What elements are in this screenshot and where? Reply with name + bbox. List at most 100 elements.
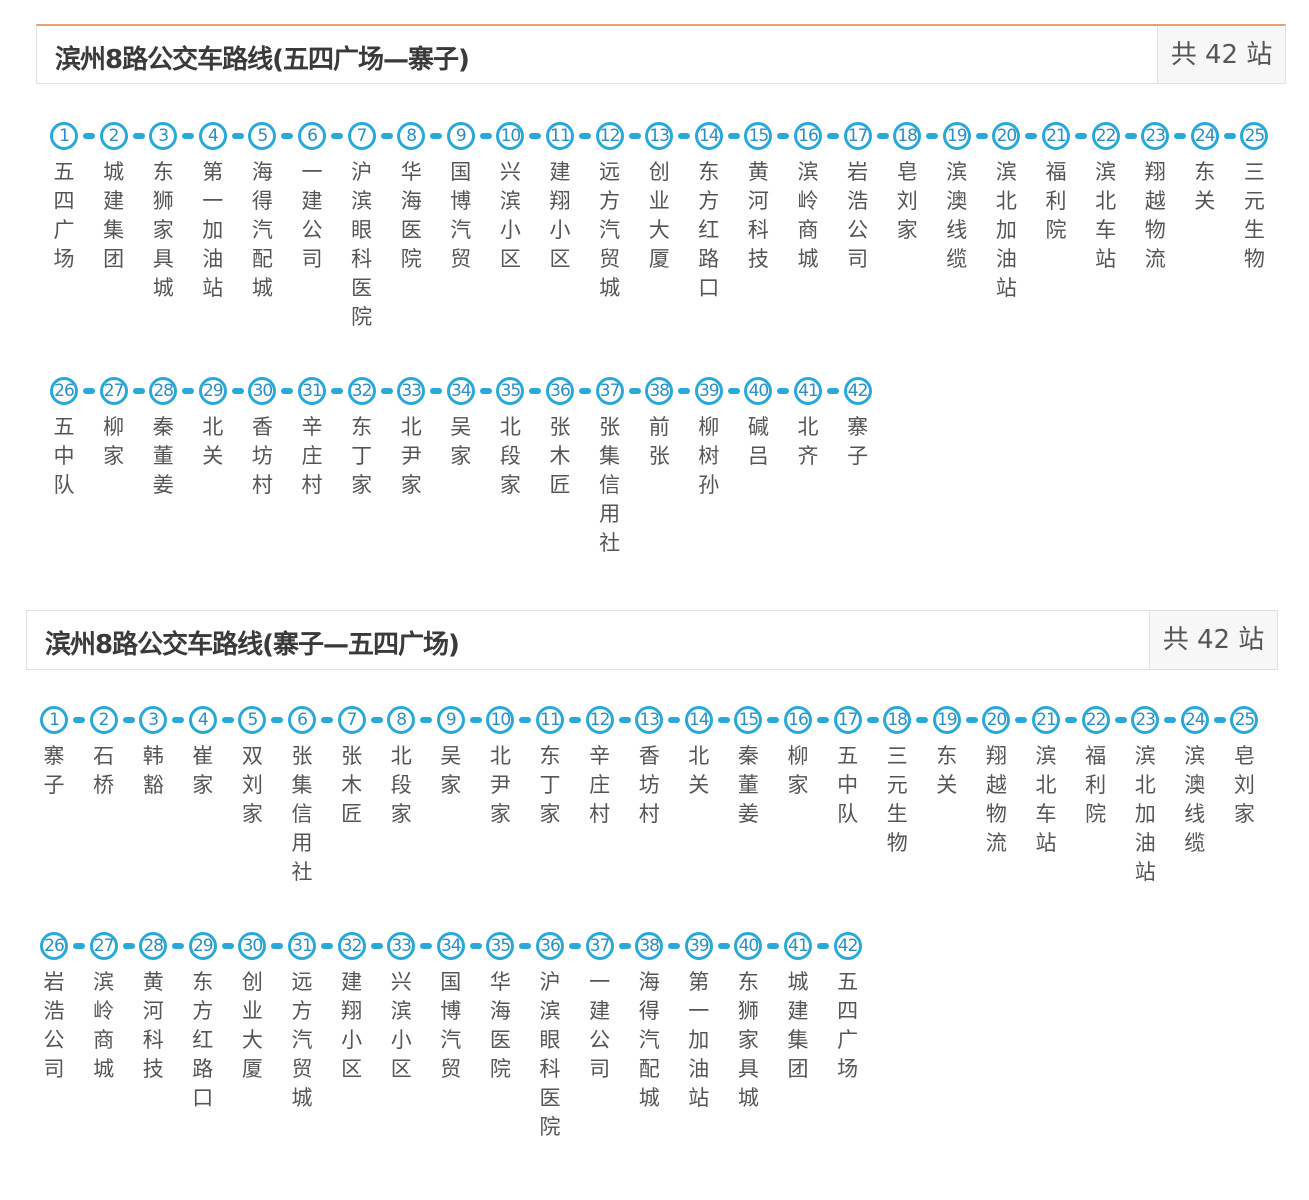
stop-number[interactable]: 17: [843, 122, 872, 150]
stop-name[interactable]: 辛庄村: [589, 744, 611, 826]
stop-name[interactable]: 海得汽配城: [251, 160, 273, 300]
stop-number[interactable]: 9: [446, 122, 475, 150]
stop-number[interactable]: 6: [298, 122, 326, 150]
stop-number[interactable]: 36: [536, 932, 564, 960]
stop-number[interactable]: 32: [337, 932, 366, 960]
stop-number[interactable]: 8: [387, 706, 416, 734]
stop-name[interactable]: 一建公司: [301, 160, 323, 271]
stop-number[interactable]: 15: [734, 706, 763, 734]
stop-name[interactable]: 张集信用社: [599, 415, 621, 555]
stop-number[interactable]: 21: [1032, 706, 1060, 734]
stop-name[interactable]: 滨北车站: [1095, 160, 1117, 271]
stop-name[interactable]: 翔越物流: [985, 744, 1007, 855]
stop-number[interactable]: 12: [595, 122, 624, 150]
stop-number[interactable]: 6: [288, 706, 316, 734]
stop-name[interactable]: 华海医院: [489, 970, 511, 1081]
stop-number[interactable]: 9: [436, 706, 465, 734]
stop-name[interactable]: 第一加油站: [688, 970, 710, 1110]
stop-number[interactable]: 2: [99, 122, 128, 150]
stop-name[interactable]: 东关: [936, 744, 958, 797]
stop-number[interactable]: 40: [744, 377, 773, 405]
stop-number[interactable]: 2: [89, 706, 118, 734]
stop-name[interactable]: 岩浩公司: [847, 160, 869, 271]
stop-number[interactable]: 27: [99, 377, 128, 405]
stop-number[interactable]: 7: [347, 122, 376, 150]
stop-name[interactable]: 滨北车站: [1035, 744, 1057, 855]
stop-name[interactable]: 五中队: [53, 415, 75, 497]
stop-name[interactable]: 远方汽贸城: [599, 160, 621, 300]
stop-name[interactable]: 沪滨眼科医院: [539, 970, 561, 1139]
stop-name[interactable]: 翔越物流: [1144, 160, 1166, 271]
stop-name[interactable]: 滨岭商城: [93, 970, 115, 1081]
stop-name[interactable]: 岩浩公司: [43, 970, 65, 1081]
stop-number[interactable]: 8: [397, 122, 426, 150]
stop-name[interactable]: 张木匠: [341, 744, 363, 826]
stop-name[interactable]: 东狮家具城: [152, 160, 174, 300]
stop-number[interactable]: 39: [684, 932, 713, 960]
stop-number[interactable]: 13: [635, 706, 664, 734]
stop-name[interactable]: 北尹家: [400, 415, 422, 497]
stop-number[interactable]: 23: [1131, 706, 1160, 734]
stop-name[interactable]: 创业大厦: [241, 970, 263, 1081]
stop-name[interactable]: 张木匠: [549, 415, 571, 497]
stop-number[interactable]: 16: [784, 706, 812, 734]
stop-number[interactable]: 29: [198, 377, 227, 405]
stop-number[interactable]: 24: [1180, 706, 1209, 734]
stop-number[interactable]: 25: [1240, 122, 1269, 150]
stop-name[interactable]: 柳家: [103, 415, 125, 468]
stop-name[interactable]: 张集信用社: [291, 744, 313, 884]
stop-name[interactable]: 柳家: [787, 744, 809, 797]
stop-name[interactable]: 建翔小区: [341, 970, 363, 1081]
stop-number[interactable]: 17: [833, 706, 862, 734]
stop-number[interactable]: 42: [833, 932, 862, 960]
stop-name[interactable]: 北关: [688, 744, 710, 797]
stop-name[interactable]: 秦董姜: [152, 415, 174, 497]
stop-number[interactable]: 16: [794, 122, 822, 150]
stop-number[interactable]: 5: [238, 706, 267, 734]
stop-number[interactable]: 39: [694, 377, 723, 405]
stop-number[interactable]: 20: [992, 122, 1021, 150]
stop-number[interactable]: 5: [248, 122, 277, 150]
stop-name[interactable]: 黄河科技: [142, 970, 164, 1081]
stop-name[interactable]: 香坊村: [251, 415, 273, 497]
stop-number[interactable]: 3: [149, 122, 178, 150]
stop-name[interactable]: 三元生物: [886, 744, 908, 855]
stop-name[interactable]: 柳树孙: [698, 415, 720, 497]
stop-number[interactable]: 3: [139, 706, 168, 734]
stop-name[interactable]: 华海医院: [400, 160, 422, 271]
stop-name[interactable]: 秦董姜: [737, 744, 759, 826]
stop-name[interactable]: 福利院: [1085, 744, 1107, 826]
stop-name[interactable]: 东方红路口: [192, 970, 214, 1110]
stop-name[interactable]: 城建集团: [103, 160, 125, 271]
stop-number[interactable]: 11: [546, 122, 574, 150]
stop-number[interactable]: 11: [536, 706, 564, 734]
stop-name[interactable]: 东狮家具城: [737, 970, 759, 1110]
stop-number[interactable]: 4: [188, 706, 217, 734]
stop-number[interactable]: 40: [734, 932, 763, 960]
stop-number[interactable]: 20: [982, 706, 1011, 734]
stop-number[interactable]: 35: [496, 377, 525, 405]
stop-number[interactable]: 29: [188, 932, 217, 960]
stop-name[interactable]: 寨子: [43, 744, 65, 797]
stop-number[interactable]: 12: [585, 706, 614, 734]
stop-number[interactable]: 36: [546, 377, 574, 405]
stop-name[interactable]: 第一加油站: [202, 160, 224, 300]
stop-name[interactable]: 寨子: [847, 415, 869, 468]
stop-name[interactable]: 五中队: [837, 744, 859, 826]
stop-name[interactable]: 北尹家: [489, 744, 511, 826]
stop-number[interactable]: 30: [238, 932, 267, 960]
stop-number[interactable]: 24: [1190, 122, 1219, 150]
stop-number[interactable]: 38: [635, 932, 664, 960]
stop-number[interactable]: 37: [585, 932, 614, 960]
stop-name[interactable]: 沪滨眼科医院: [351, 160, 373, 329]
stop-number[interactable]: 30: [248, 377, 277, 405]
stop-number[interactable]: 32: [347, 377, 376, 405]
stop-name[interactable]: 韩豁: [142, 744, 164, 797]
stop-number[interactable]: 15: [744, 122, 773, 150]
stop-name[interactable]: 辛庄村: [301, 415, 323, 497]
stop-number[interactable]: 10: [496, 122, 525, 150]
stop-name[interactable]: 五四广场: [53, 160, 75, 271]
stop-number[interactable]: 13: [645, 122, 674, 150]
stop-name[interactable]: 吴家: [450, 415, 472, 468]
stop-number[interactable]: 23: [1141, 122, 1170, 150]
